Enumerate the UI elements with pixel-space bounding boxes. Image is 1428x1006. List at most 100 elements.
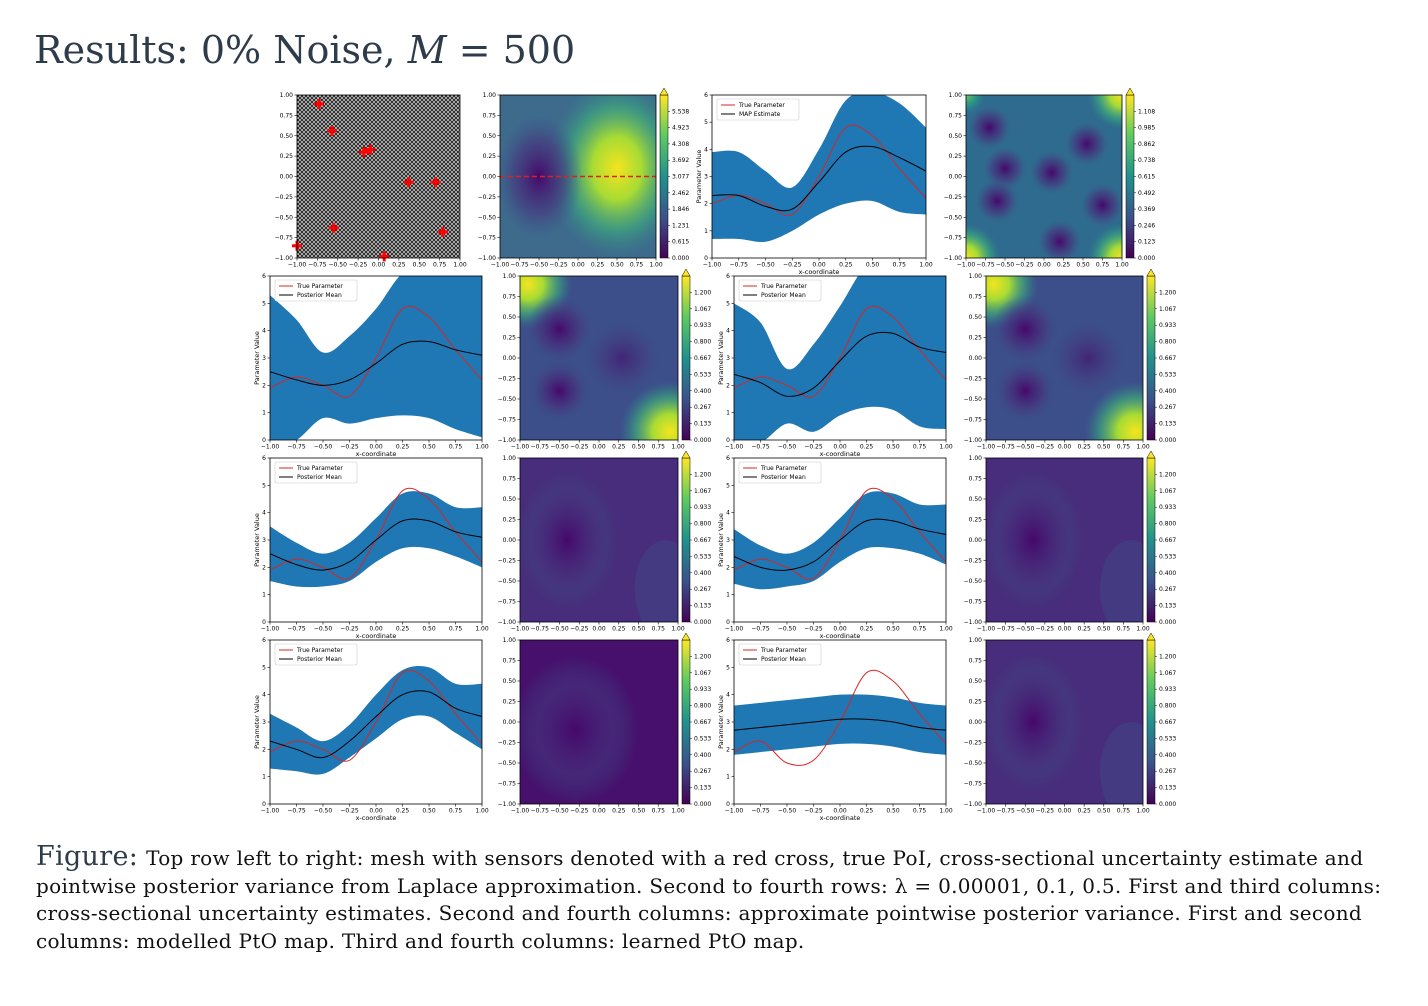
heatmap-field: [986, 276, 1143, 440]
x-tick-label: 0.75: [1117, 444, 1131, 451]
colorbar-tick-label: 0.862: [1138, 141, 1155, 148]
colorbar-tick-label: 0.667: [1159, 355, 1176, 362]
colorbar-tick-label: 4.308: [672, 141, 689, 148]
y-tick-label: 0.25: [969, 335, 983, 342]
y-tick-label: 0.75: [949, 112, 963, 119]
colorbar-tick-label: 0.133: [1159, 421, 1176, 428]
row3-modelled-cross-section: −1.00 −0.75 −0.50 −0.25 0.00 0.25 0.50 0.75 1.00…: [253, 455, 489, 640]
plot-area: [734, 276, 946, 440]
colorbar-tick-label: 0.933: [694, 322, 711, 329]
y-tick-label: 0: [726, 437, 730, 444]
colorbar-tick-label: 0.133: [694, 785, 711, 792]
x-tick-label: 0.00: [592, 626, 606, 633]
colorbar-tick-label: 0.000: [672, 255, 689, 262]
x-tick-label: −0.75: [531, 808, 550, 815]
y-tick-label: 1.00: [969, 637, 983, 644]
y-tick-label: −0.50: [498, 396, 517, 403]
field-dip: [1048, 318, 1128, 398]
colorbar-tick-label: 0.800: [694, 339, 711, 346]
x-tick-label: 0.00: [369, 444, 383, 451]
legend: True Parameter Posterior Mean: [274, 461, 358, 484]
x-tick-label: −1.00: [261, 626, 280, 633]
colorbar-tick-label: 0.738: [1138, 157, 1155, 164]
true-parameter-line: [270, 305, 482, 398]
row4-modelled-cross-section: −1.00 −0.75 −0.50 −0.25 0.00 0.25 0.50 0.75 1.00…: [253, 637, 489, 822]
y-tick-label: 0.50: [969, 496, 983, 503]
colorbar-extend: [1146, 450, 1156, 459]
y-tick-label: 4: [262, 328, 266, 335]
y-tick-label: 0.75: [969, 476, 983, 483]
x-tick-label: −0.50: [778, 444, 797, 451]
y-tick-label: 3: [262, 719, 266, 726]
x-tick-label: 0.75: [652, 444, 666, 451]
x-tick-label: −1.00: [977, 444, 996, 451]
plot-area: [270, 665, 482, 775]
y-axis-label: Parameter Value: [253, 513, 261, 567]
y-tick-label: 5: [726, 300, 730, 307]
sensor-marker: [430, 177, 441, 188]
field-edge: [1099, 540, 1143, 622]
y-tick-label: 0.75: [503, 476, 517, 483]
x-tick-label: −0.25: [1036, 626, 1055, 633]
y-axis-label: Parameter Value: [695, 150, 703, 204]
x-tick-label: −1.00: [725, 444, 744, 451]
x-tick-label: −0.75: [287, 808, 306, 815]
x-tick-label: 0.25: [860, 808, 874, 815]
x-tick-label: 0.75: [652, 626, 666, 633]
x-tick-label: 0.50: [413, 262, 427, 269]
plot-area: [734, 487, 946, 590]
true-parameter-line: [712, 124, 926, 216]
y-tick-label: −1.00: [498, 619, 517, 626]
mesh-plot: −1.00−1.00−0.75−0.75−0.50−0.50−0.25−0.25…: [275, 92, 467, 269]
colorbar-tick-label: 0.133: [694, 421, 711, 428]
colorbar-tick-label: 0.933: [694, 504, 711, 511]
x-axis-label: x-coordinate: [799, 268, 840, 276]
x-tick-label: 0.25: [860, 444, 874, 451]
y-tick-label: −0.50: [964, 760, 983, 767]
legend-label: True Parameter: [296, 647, 343, 654]
x-tick-label: −0.25: [783, 262, 802, 269]
y-tick-label: 0.00: [969, 355, 983, 362]
x-tick-label: 0.25: [860, 626, 874, 633]
x-tick-label: 0.00: [1058, 444, 1072, 451]
y-tick-label: 0.75: [280, 112, 294, 119]
colorbar-tick-label: 0.267: [1159, 404, 1176, 411]
y-tick-label: 0.00: [503, 355, 517, 362]
y-tick-label: −1.00: [478, 255, 497, 262]
x-tick-label: −0.50: [550, 626, 569, 633]
x-axis-label: x-coordinate: [820, 814, 861, 822]
colorbar-tick-label: 0.400: [1159, 752, 1176, 759]
x-tick-label: −0.25: [1036, 444, 1055, 451]
y-tick-label: 0.50: [503, 314, 517, 321]
x-tick-label: −0.75: [751, 808, 770, 815]
y-tick-label: −1.00: [498, 437, 517, 444]
colorbar-tick-label: 0.400: [694, 752, 711, 759]
y-tick-label: 4: [262, 692, 266, 699]
colorbar-tick-label: 0.667: [1159, 719, 1176, 726]
x-tick-label: 0.50: [886, 444, 900, 451]
x-tick-label: 0.25: [612, 626, 626, 633]
x-tick-label: 0.50: [632, 444, 646, 451]
sensor-marker: [328, 222, 339, 233]
y-tick-label: 0.50: [483, 133, 497, 140]
y-tick-label: 5: [262, 482, 266, 489]
legend: True Parameter Posterior Mean: [274, 643, 358, 666]
row2-learned-cross-section: −1.00 −0.75 −0.50 −0.25 0.00 0.25 0.50 0.75 1.00…: [717, 273, 953, 458]
y-tick-label: 1: [262, 410, 266, 417]
x-tick-label: −0.75: [287, 444, 306, 451]
y-tick-label: 1.00: [503, 455, 517, 462]
y-tick-label: 0.00: [969, 719, 983, 726]
field-dip: [583, 318, 663, 398]
uncertainty-band: [270, 665, 482, 775]
x-axis-label: x-coordinate: [356, 450, 397, 458]
x-tick-label: 0.25: [612, 808, 626, 815]
sensor-marker: [437, 226, 448, 237]
x-tick-label: 0.00: [1058, 808, 1072, 815]
y-tick-label: 6: [726, 455, 730, 462]
x-axis-label: x-coordinate: [820, 632, 861, 640]
x-tick-label: −0.50: [1016, 444, 1035, 451]
x-tick-label: −0.50: [314, 808, 333, 815]
plot-area: [734, 669, 946, 766]
y-tick-label: −0.25: [498, 376, 517, 383]
y-tick-label: 0.75: [503, 658, 517, 665]
